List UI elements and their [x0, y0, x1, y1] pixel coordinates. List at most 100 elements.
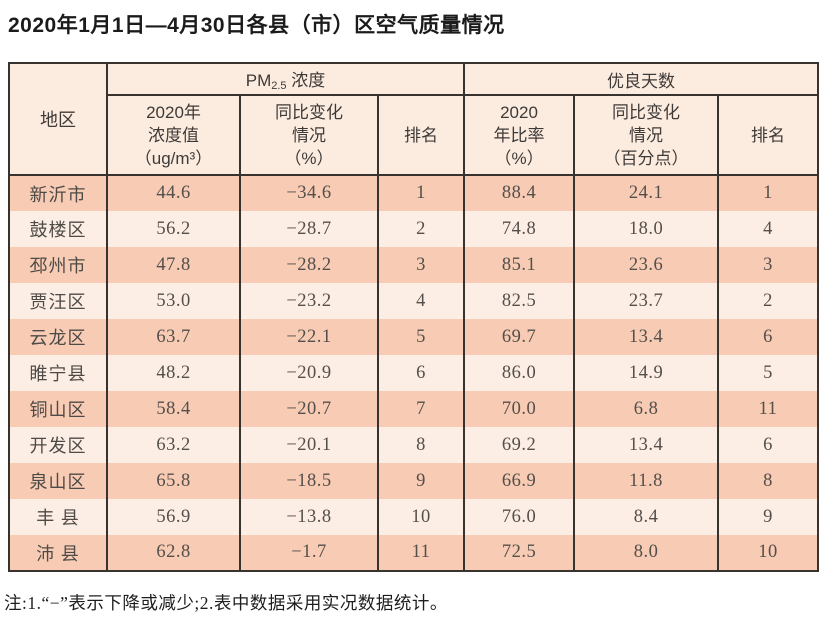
pm-value-cell: 56.9 — [106, 499, 241, 535]
pm-value-cell: 53.0 — [106, 283, 241, 319]
air-quality-table: 地区 PM2.5 浓度 优良天数 2020年 浓度值 （ug/m³） 同比变化 … — [8, 62, 820, 572]
good-rank-cell: 11 — [717, 391, 820, 427]
table-row: 开发区 63.2 −20.1 8 69.2 13.4 6 — [8, 427, 820, 463]
good-ratio-cell: 88.4 — [463, 175, 576, 211]
table-row: 鼓楼区 56.2 −28.7 2 74.8 18.0 4 — [8, 211, 820, 247]
pm-value-cell: 63.2 — [106, 427, 241, 463]
column-header-pm-value-label: 2020年 浓度值 （ug/m³） — [134, 102, 213, 168]
good-change-cell: 8.4 — [573, 499, 720, 535]
pm25-rest-label: 浓度 — [286, 71, 326, 90]
pm-change-cell: −34.6 — [239, 175, 379, 211]
good-ratio-cell: 76.0 — [463, 499, 576, 535]
column-header-good-rank: 排名 — [717, 95, 820, 176]
good-rank-cell: 10 — [717, 535, 820, 571]
column-header-pm-rank: 排名 — [376, 95, 466, 176]
good-change-cell: 13.4 — [573, 427, 720, 463]
good-ratio-cell: 72.5 — [463, 535, 576, 571]
table-row: 云龙区 63.7 −22.1 5 69.7 13.4 6 — [8, 319, 820, 355]
table-row: 贾汪区 53.0 −23.2 4 82.5 23.7 2 — [8, 283, 820, 319]
pm-rank-cell: 1 — [376, 175, 466, 211]
table-row: 沛 县 62.8 −1.7 11 72.5 8.0 10 — [8, 535, 820, 571]
pm-value-cell: 56.2 — [106, 211, 241, 247]
pm-value-cell: 48.2 — [106, 355, 241, 391]
good-ratio-cell: 66.9 — [463, 463, 576, 499]
region-cell: 沛 县 — [8, 535, 108, 571]
table-header: 地区 PM2.5 浓度 优良天数 2020年 浓度值 （ug/m³） 同比变化 … — [8, 63, 820, 176]
good-rank-cell: 3 — [717, 247, 820, 283]
pm-rank-cell: 4 — [376, 283, 466, 319]
column-header-pm-value: 2020年 浓度值 （ug/m³） — [106, 95, 241, 176]
good-change-cell: 23.7 — [573, 283, 720, 319]
column-group-pm25: PM2.5 浓度 — [105, 63, 466, 96]
table-row: 邳州市 47.8 −28.2 3 85.1 23.6 3 — [8, 247, 820, 283]
region-cell: 新沂市 — [8, 175, 108, 211]
pm-change-cell: −13.8 — [239, 499, 379, 535]
good-change-cell: 18.0 — [573, 211, 720, 247]
pm-rank-cell: 2 — [376, 211, 466, 247]
region-cell: 泉山区 — [8, 463, 108, 499]
pm25-subscript: 2.5 — [271, 80, 287, 92]
column-header-pm-change: 同比变化 情况 （%） — [239, 95, 379, 176]
pm-rank-cell: 7 — [376, 391, 466, 427]
pm-value-cell: 62.8 — [106, 535, 241, 571]
good-ratio-cell: 85.1 — [463, 247, 576, 283]
good-rank-cell: 6 — [717, 427, 820, 463]
good-change-cell: 24.1 — [573, 175, 720, 211]
column-header-region: 地区 — [8, 63, 108, 176]
page-title: 2020年1月1日—4月30日各县（市）区空气质量情况 — [8, 14, 505, 37]
column-header-pm-change-label: 同比变化 情况 （%） — [275, 102, 343, 168]
good-change-cell: 6.8 — [573, 391, 720, 427]
pm-change-cell: −23.2 — [239, 283, 379, 319]
pm-value-cell: 44.6 — [106, 175, 241, 211]
good-change-cell: 13.4 — [573, 319, 720, 355]
table-row: 丰 县 56.9 −13.8 10 76.0 8.4 9 — [8, 499, 820, 535]
region-cell: 开发区 — [8, 427, 108, 463]
table-row: 泉山区 65.8 −18.5 9 66.9 11.8 8 — [8, 463, 820, 499]
pm-change-cell: −20.1 — [239, 427, 379, 463]
column-header-good-change-label: 同比变化 情况 （百分点） — [603, 102, 689, 168]
pm-change-cell: −28.2 — [239, 247, 379, 283]
pm-change-cell: −18.5 — [239, 463, 379, 499]
pm-value-cell: 47.8 — [106, 247, 241, 283]
good-ratio-cell: 86.0 — [463, 355, 576, 391]
good-rank-cell: 8 — [717, 463, 820, 499]
pm-rank-cell: 11 — [376, 535, 466, 571]
table-row: 睢宁县 48.2 −20.9 6 86.0 14.9 5 — [8, 355, 820, 391]
good-rank-cell: 5 — [717, 355, 820, 391]
good-ratio-cell: 69.2 — [463, 427, 576, 463]
region-cell: 邳州市 — [8, 247, 108, 283]
good-change-cell: 8.0 — [573, 535, 720, 571]
good-change-cell: 23.6 — [573, 247, 720, 283]
table-row: 铜山区 58.4 −20.7 7 70.0 6.8 11 — [8, 391, 820, 427]
pm-change-cell: −1.7 — [239, 535, 379, 571]
pm25-base-label: PM — [245, 71, 272, 90]
column-group-good-days: 优良天数 — [463, 63, 820, 96]
good-rank-cell: 6 — [717, 319, 820, 355]
pm-change-cell: −22.1 — [239, 319, 379, 355]
table-body: 新沂市 44.6 −34.6 1 88.4 24.1 1 鼓楼区 56.2 −28.7 2 74.8 1… — [8, 175, 820, 571]
table-row: 新沂市 44.6 −34.6 1 88.4 24.1 1 — [8, 175, 820, 211]
pm-value-cell: 65.8 — [106, 463, 241, 499]
pm-rank-cell: 9 — [376, 463, 466, 499]
region-cell: 云龙区 — [8, 319, 108, 355]
pm-change-cell: −20.7 — [239, 391, 379, 427]
good-rank-cell: 4 — [717, 211, 820, 247]
pm-rank-cell: 5 — [376, 319, 466, 355]
good-ratio-cell: 74.8 — [463, 211, 576, 247]
good-ratio-cell: 82.5 — [463, 283, 576, 319]
footnote: 注:1.“−”表示下降或减少;2.表中数据采用实况数据统计。 — [4, 593, 448, 613]
good-rank-cell: 1 — [717, 175, 820, 211]
pm-change-cell: −28.7 — [239, 211, 379, 247]
region-cell: 睢宁县 — [8, 355, 108, 391]
good-ratio-cell: 70.0 — [463, 391, 576, 427]
good-change-cell: 14.9 — [573, 355, 720, 391]
pm-rank-cell: 10 — [376, 499, 466, 535]
column-header-good-rank-label: 排名 — [751, 125, 786, 145]
pm-change-cell: −20.9 — [239, 355, 379, 391]
pm-rank-cell: 3 — [376, 247, 466, 283]
region-cell: 丰 县 — [8, 499, 108, 535]
good-ratio-cell: 69.7 — [463, 319, 576, 355]
column-header-pm-rank-label: 排名 — [404, 125, 438, 145]
good-rank-cell: 9 — [717, 499, 820, 535]
pm-value-cell: 58.4 — [106, 391, 241, 427]
